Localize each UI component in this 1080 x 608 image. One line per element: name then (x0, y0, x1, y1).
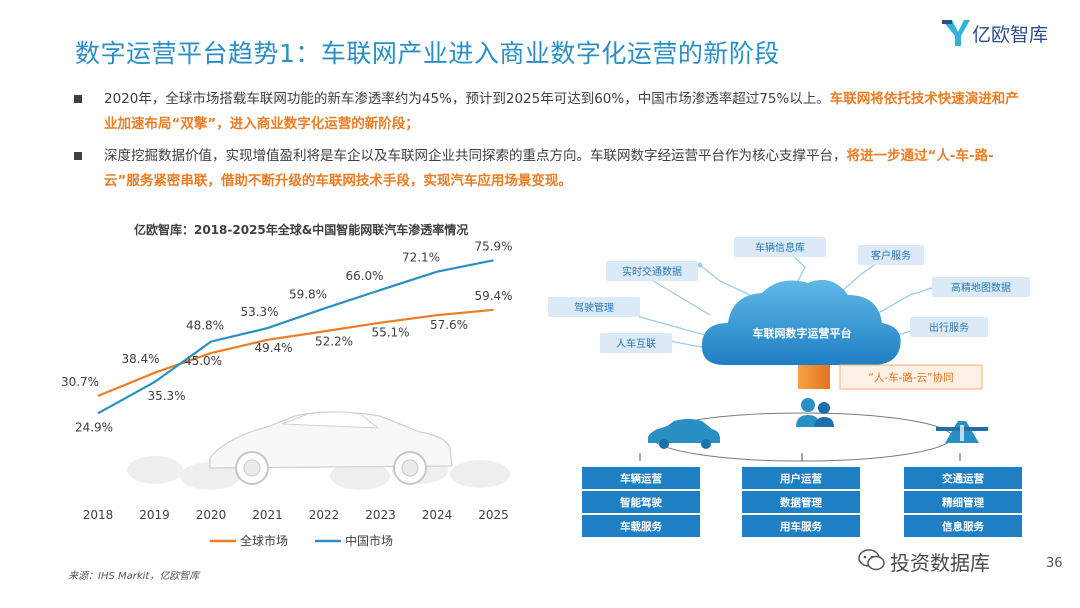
collab-box (839, 364, 983, 390)
service-cell-label: 信息服务 (942, 520, 984, 533)
feature-tag-label: 车辆信息库 (755, 241, 805, 254)
page-number: 36 (1046, 556, 1063, 571)
service-cell-label: 交通运营 (942, 472, 984, 485)
service-cell-label: 精细管理 (942, 496, 984, 509)
road-icon (936, 421, 988, 443)
service-cell (904, 515, 1022, 537)
people-icon (796, 398, 834, 427)
series-line-global (97, 308, 494, 397)
service-cell (582, 467, 700, 489)
source-note: 来源：IHS Markit，亿欧智库 (68, 571, 200, 582)
bullet-2-text: 深度挖掘数据价值，实现增值盈利将是车企以及车联网企业共同探索的重点方向。车联网数… (104, 148, 847, 164)
feature-tag-label: 高精地图数据 (951, 281, 1011, 294)
bullet-1-highlight: 车联网将依托技术快速演进和产业加速布局“双擎”，进入商业数字化运营的新阶段； (104, 91, 1019, 132)
feature-tag (910, 317, 988, 337)
service-cell-label: 车载服务 (620, 520, 662, 533)
legend-label: 中国市场 (345, 533, 393, 548)
service-cell-label: 用户运营 (779, 472, 822, 485)
collab-label: “人-车-路-云”协同 (868, 371, 953, 384)
service-cell-label: 用车服务 (779, 520, 822, 533)
data-label: 45.0% (184, 354, 222, 368)
watermark-text: 投资数据库 (890, 551, 990, 575)
x-tick-label: 2019 (139, 508, 170, 522)
series-line-china (97, 259, 494, 415)
feature-tag (932, 277, 1030, 297)
data-label: 66.0% (345, 269, 383, 283)
feature-tag-label: 人车互联 (616, 337, 656, 350)
bullet-square-icon (74, 152, 82, 160)
penetration-line-chart: 30.7% 38.4% 45.0% 49.4% 52.2% 55.1% 57.6% 59.4%… (61, 239, 513, 548)
data-label: 57.6% (430, 318, 468, 332)
feature-tag (548, 297, 640, 317)
service-cell (742, 491, 860, 513)
platform-diagram: 车联网数字运营平台 车辆信息库客户服务实时交通数据高精地图数据驾驶管理出行服务人… (548, 237, 1030, 537)
service-cell (582, 491, 700, 513)
legend-label: 全球市场 (240, 533, 288, 548)
collab-marker (798, 365, 830, 389)
data-label: 30.7% (61, 375, 99, 389)
x-tick-label: 2025 (478, 508, 509, 522)
data-label: 38.4% (121, 352, 159, 366)
data-label: 49.4% (254, 341, 292, 355)
bullet-square-icon (74, 95, 82, 103)
service-cell-label: 数据管理 (779, 496, 822, 509)
data-label: 48.8% (186, 319, 224, 333)
service-cell (904, 467, 1022, 489)
wechat-icon (858, 549, 885, 571)
feature-tag-label: 实时交通数据 (622, 265, 682, 278)
x-tick-label: 2020 (196, 508, 227, 522)
data-label: 53.3% (240, 305, 278, 319)
data-label: 72.1% (402, 251, 440, 265)
x-tick-label: 2018 (83, 508, 114, 522)
data-label: 59.4% (474, 289, 512, 303)
car-illustration-icon (127, 411, 510, 490)
bullet-2: 深度挖掘数据价值，实现增值盈利将是车企以及车联网企业共同探索的重点方向。车联网数… (74, 144, 1024, 194)
feature-tag-label: 客户服务 (871, 249, 911, 262)
cloud-icon (701, 279, 901, 365)
service-cell (742, 515, 860, 537)
x-tick-label: 2023 (365, 508, 396, 522)
brand-name: 亿欧智库 (972, 24, 1049, 46)
data-label: 75.9% (474, 239, 512, 253)
column-connectors (639, 453, 961, 461)
bullet-1-text: 2020年，全球市场搭载车联网功能的新车渗透率约为45%，预计到2025年可达到… (104, 91, 830, 107)
chart-title: 亿欧智库：2018-2025年全球&中国智能网联汽车渗透率情况 (134, 223, 469, 237)
feature-tag (606, 261, 698, 281)
data-label: 35.3% (147, 389, 185, 403)
data-label: 52.2% (315, 334, 353, 348)
service-cell-label: 智能驾驶 (619, 496, 662, 509)
feature-tag (858, 245, 924, 265)
cloud-label: 车联网数字运营平台 (753, 326, 852, 340)
service-cell (582, 515, 700, 537)
feature-tag-label: 驾驶管理 (574, 301, 614, 314)
page-title: 数字运营平台趋势1：车联网产业进入商业数字化运营的新阶段 (75, 39, 780, 68)
car-icon (648, 419, 720, 449)
bullet-1: 2020年，全球市场搭载车联网功能的新车渗透率约为45%，预计到2025年可达到… (74, 87, 1024, 137)
feature-tag (734, 237, 826, 257)
brand-logo-icon (942, 20, 970, 46)
x-tick-label: 2022 (309, 508, 340, 522)
data-label: 55.1% (371, 326, 409, 340)
x-tick-label: 2024 (422, 508, 453, 522)
x-tick-label: 2021 (252, 508, 283, 522)
data-label: 24.9% (75, 420, 113, 434)
service-cell-label: 车辆运营 (620, 472, 662, 485)
feature-tag-label: 出行服务 (929, 321, 969, 334)
feature-tag (600, 333, 672, 353)
data-label: 59.8% (289, 288, 327, 302)
bullet-2-highlight: 将进一步通过“人-车-路-云”服务紧密串联，借助不断升级的车联网技术手段，实现汽… (104, 148, 994, 189)
service-cell (742, 467, 860, 489)
service-cell (904, 491, 1022, 513)
